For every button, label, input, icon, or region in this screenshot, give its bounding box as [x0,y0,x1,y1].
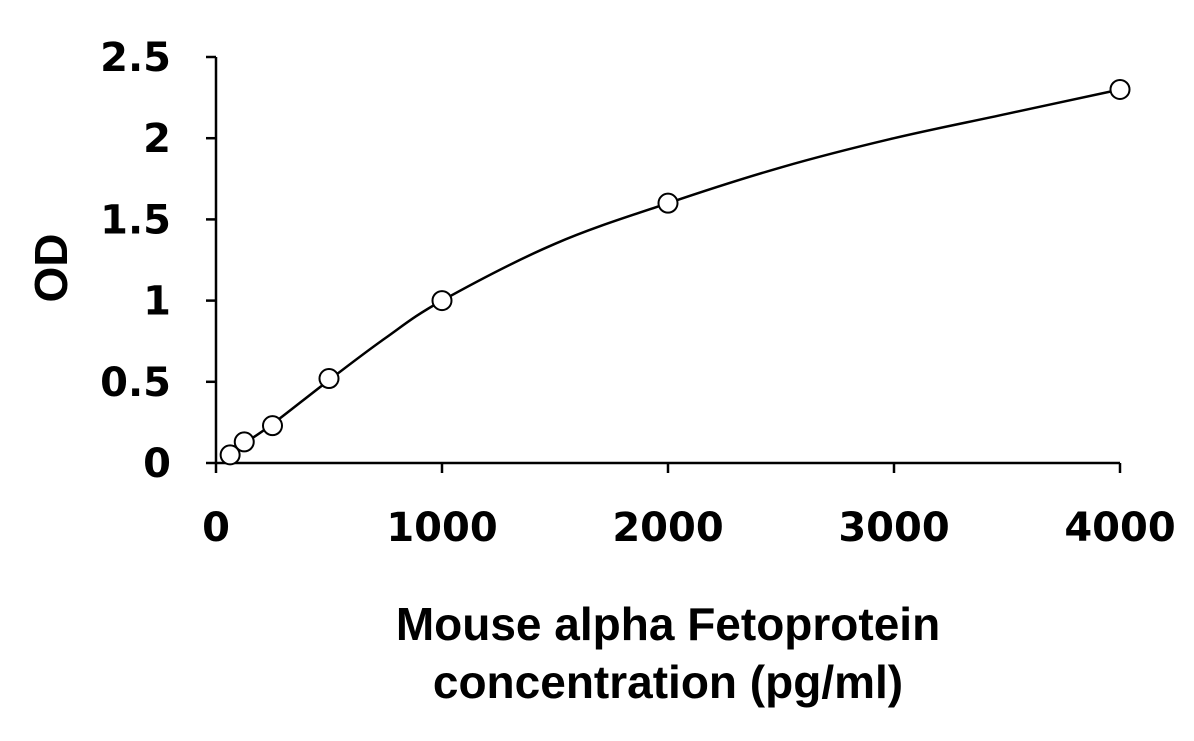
data-point [219,444,241,466]
x-tick-label: 1000 [386,505,497,551]
x-axis-ticks: 0 1000 2000 3000 4000 [202,463,1176,551]
data-point [262,415,283,437]
x-axis-title-line-1: Mouse alpha Fetoprotein [396,598,940,650]
y-tick-label: 1 [143,279,171,325]
data-point [1109,78,1131,100]
y-tick-label: 0 [143,441,171,487]
y-axis-ticks: 0 0.5 1 1.5 2 2.5 [100,35,216,487]
fit-curve-line [229,88,1121,456]
data-point [657,192,679,214]
data-point [431,290,453,312]
y-tick-label: 0.5 [100,360,171,406]
y-tick-label: 2.5 [100,35,171,81]
data-point [233,431,255,453]
x-axis-title-line-2: concentration (pg/ml) [433,656,903,708]
y-tick-label: 1.5 [100,197,171,243]
x-tick-label: 3000 [838,505,949,551]
y-tick-label: 2 [143,116,171,162]
data-points [219,78,1131,466]
x-tick-label: 4000 [1064,505,1175,551]
y-axis-title: OD [25,234,77,303]
x-tick-label: 2000 [612,505,723,551]
data-point [318,368,340,390]
x-tick-label: 0 [202,505,230,551]
